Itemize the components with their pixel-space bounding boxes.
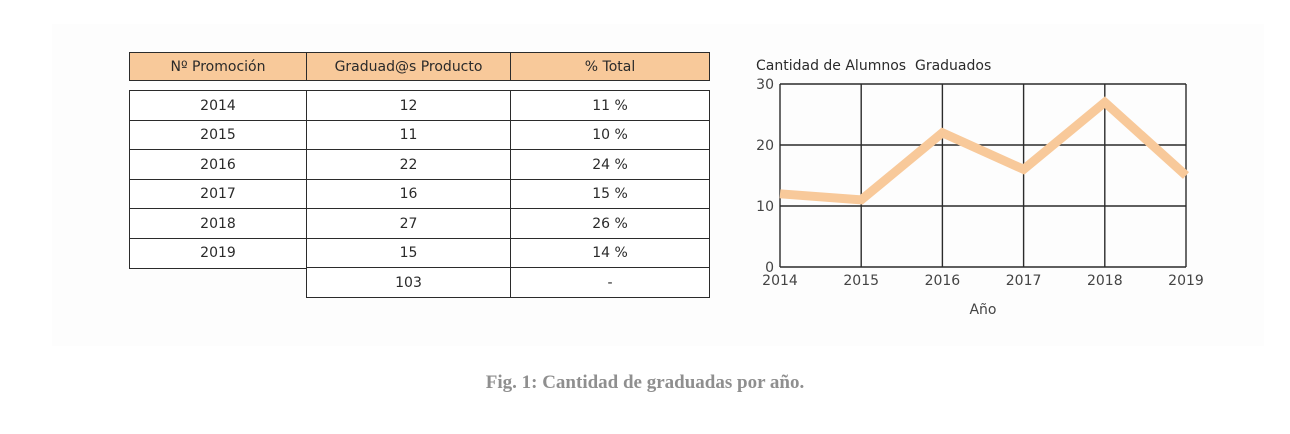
table-cell-year: 2019 (129, 237, 307, 269)
table-cell-graduates: 16 (306, 178, 511, 210)
header-graduados-label: Graduad@s Producto (334, 58, 483, 75)
header-graduados: Graduad@s Producto (306, 52, 511, 81)
table-cell-graduates: 22 (306, 149, 511, 180)
table-cell-year: 2017 (129, 178, 307, 210)
table-cell-graduates: 15 (306, 237, 511, 269)
table-cell-graduates: 12 (306, 90, 511, 121)
series-line (779, 96, 1190, 205)
y-tick-label: 20 (756, 138, 774, 154)
x-tick-label: 2019 (1168, 273, 1204, 289)
table-cell-percent: 26 % (510, 208, 710, 239)
figure-caption: Fig. 1: Cantidad de graduadas por año. (485, 372, 805, 393)
table-cell-year: 2015 (129, 119, 307, 151)
header-promocion-label: Nº Promoción (170, 58, 266, 75)
total-graduates-cell: 103 (306, 267, 511, 298)
x-tick-label: 2015 (843, 273, 879, 289)
header-promocion: Nº Promoción (129, 52, 307, 81)
table-cell-year: 2014 (129, 90, 307, 121)
table-cell-percent: 14 % (510, 237, 710, 269)
chart-title: Cantidad de Alumnos Graduados (756, 58, 992, 74)
table-cell-percent: 11 % (510, 90, 710, 121)
table-cell-percent: 10 % (510, 119, 710, 151)
table-cell-percent: 15 % (510, 178, 710, 210)
header-total: % Total (510, 52, 710, 81)
total-percent-cell: - (510, 267, 710, 298)
header-total-label: % Total (584, 58, 636, 75)
x-tick-label: 2016 (925, 273, 961, 289)
x-tick-label: 2014 (762, 273, 798, 289)
y-tick-label: 0 (765, 260, 774, 276)
table-cell-percent: 24 % (510, 149, 710, 180)
table-cell-graduates: 27 (306, 208, 511, 239)
table-cell-year: 2018 (129, 208, 307, 239)
x-tick-label: 2017 (1006, 273, 1042, 289)
y-tick-label: 10 (756, 199, 774, 215)
table-cell-graduates: 11 (306, 119, 511, 151)
x-tick-label: 2018 (1087, 273, 1123, 289)
x-axis-label: Año (969, 302, 996, 318)
graduates-line-chart: 0 10 20 30 2014 2015 2016 2017 2018 2019 Año (756, 77, 1204, 318)
y-tick-label: 30 (756, 77, 774, 93)
table-cell-year: 2016 (129, 149, 307, 180)
